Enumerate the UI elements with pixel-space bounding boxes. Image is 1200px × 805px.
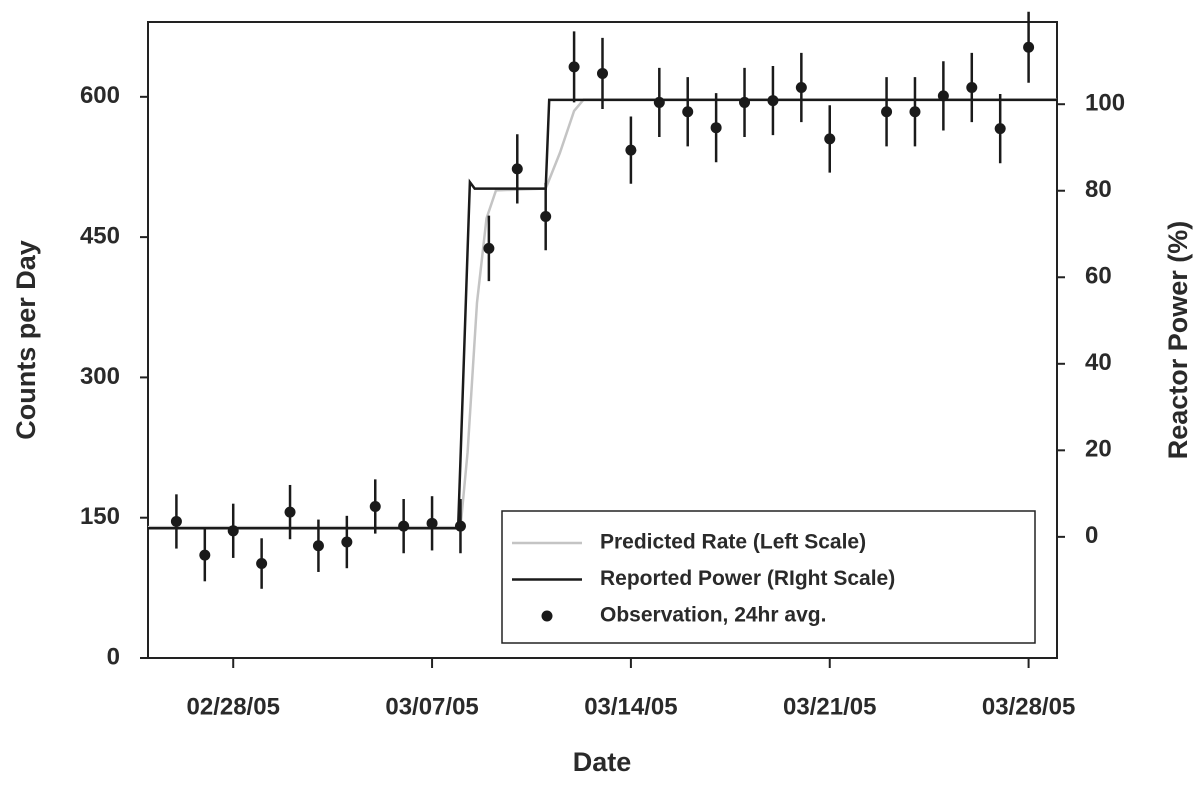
observation-point	[625, 144, 637, 156]
x-axis-label: Date	[573, 747, 632, 777]
x-tick-label: 03/28/05	[982, 693, 1075, 720]
x-tick-label: 03/21/05	[783, 693, 876, 720]
plot-frame	[147, 21, 1058, 659]
y2-tick-label: 60	[1085, 263, 1112, 290]
observation-point	[199, 549, 211, 561]
y2-tick-label: 0	[1085, 522, 1098, 549]
legend-label: Observation, 24hr avg.	[600, 604, 826, 627]
observation-point	[597, 67, 608, 79]
observation-point	[966, 81, 978, 93]
y-tick-label: 0	[107, 643, 120, 670]
observation-point	[284, 506, 296, 518]
observation-point	[739, 96, 751, 108]
x-tick-label: 03/14/05	[584, 693, 677, 720]
observation-point	[682, 106, 694, 118]
y2-tick-label: 80	[1085, 176, 1112, 203]
y2-axis-label: Reactor Power (%)	[1163, 221, 1193, 460]
observation-point	[369, 500, 381, 512]
observation-point	[653, 96, 665, 108]
observation-point	[824, 133, 836, 145]
legend-label: Reported Power (RIght Scale)	[600, 567, 895, 590]
observation-point	[994, 123, 1006, 135]
observation-point	[454, 520, 466, 532]
observation-point	[341, 536, 353, 548]
y-axis-label: Counts per Day	[11, 240, 41, 440]
y-tick-label: 150	[80, 503, 120, 530]
series-line	[148, 98, 1057, 530]
y2-tick-label: 40	[1085, 349, 1112, 376]
observation-point	[227, 525, 239, 537]
observation-point	[568, 61, 580, 73]
observation-point	[540, 211, 552, 223]
observation-point	[312, 540, 324, 552]
x-tick-label: 02/28/05	[187, 693, 280, 720]
observation-point	[426, 517, 438, 529]
y-tick-label: 300	[80, 363, 120, 390]
observation-point	[881, 106, 893, 118]
observation-point	[909, 106, 921, 118]
series-line	[148, 98, 1057, 529]
y-tick-label: 600	[80, 82, 120, 109]
observation-point	[170, 515, 182, 527]
observation-point	[767, 95, 779, 107]
observation-point	[256, 558, 268, 570]
observation-point	[795, 81, 807, 93]
legend-label: Predicted Rate (Left Scale)	[600, 531, 866, 554]
observation-point	[511, 163, 523, 175]
y2-tick-label: 100	[1085, 90, 1125, 117]
x-tick-label: 03/07/05	[385, 693, 478, 720]
observation-point	[483, 242, 495, 254]
observation-point	[398, 520, 410, 532]
legend-box	[501, 510, 1036, 644]
y-tick-label: 450	[80, 222, 120, 249]
observation-point	[937, 90, 949, 102]
observation-point	[1023, 41, 1035, 53]
legend-swatch	[541, 610, 553, 622]
observation-point	[710, 122, 722, 134]
y2-tick-label: 20	[1085, 436, 1112, 463]
